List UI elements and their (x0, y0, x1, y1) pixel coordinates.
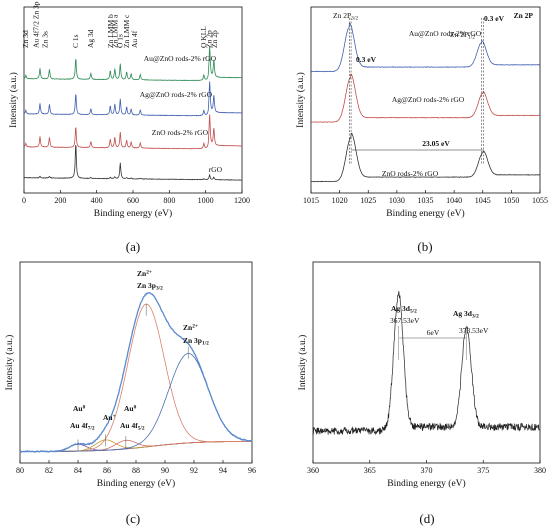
panel-a-peak-annotation: Au 4f (130, 30, 139, 48)
panel-c-x-tick-label: 88 (132, 466, 140, 475)
panel-a-x-tick-label: 1000 (198, 196, 214, 205)
panel-c-peak-label: Au 4f5/2 (120, 421, 145, 432)
panel-d-x-tick-label: 365 (364, 466, 376, 475)
panel-d-splitting-label: 6eV (427, 328, 440, 337)
panel-a-series-line (24, 144, 243, 181)
panel-c-peak-label: Zn 3p1/2 (183, 336, 209, 347)
panel-c-x-tick-label: 82 (45, 466, 53, 475)
panel-c-plot-frame (19, 261, 253, 464)
panel-a-y-axis-label: Intensity (a.u.) (8, 72, 19, 128)
panel-b-x-tick-label: 1045 (475, 196, 491, 205)
panel-c-peak-label: Au+ (103, 413, 116, 422)
panel-a-x-tick-label: 600 (127, 196, 139, 205)
panel-a-peak-annotation: Zn 2p (205, 30, 214, 48)
panel-c-x-axis-label: Binding energy (eV) (97, 478, 175, 489)
panel-b-series-label: Au@ZnO rods-2% rGO (409, 29, 482, 38)
panel-a-peak-annotation: O 1s (115, 34, 124, 48)
panel-b-series-label: ZnO rods-2% rGO (382, 169, 439, 178)
panel-d-x-tick-label: 360 (307, 466, 319, 475)
panel-c-peak-label: Zn2+ (137, 269, 152, 278)
panel-b-peak-label: Zn 2P1/2 (450, 30, 475, 41)
panel-a-x-tick-label: 200 (54, 196, 66, 205)
panel-c-peak-label: Zn2+ (183, 323, 198, 332)
panel-b-splitting-label: 23.05 eV (422, 139, 450, 148)
panel-d-x-tick-label: 370 (421, 466, 433, 475)
panel-b-x-tick-label: 1055 (532, 196, 548, 205)
panel-d: 360 365 370 375 380 Binding energy (eV) Intens… (297, 261, 546, 489)
panel-b-x-tick-label: 1030 (389, 196, 405, 205)
panel-a-peak-annotation: Au 4f7/2 Zn 3p (32, 1, 41, 48)
panel-b-x-tick-label: 1020 (332, 196, 348, 205)
panel-b-peak-label: Zn 2P3/2 (333, 11, 358, 22)
panel-d-peak-value: 373.53eV (459, 326, 489, 335)
panel-a-peak-annotation: Zn LMM c (122, 14, 131, 48)
panel-a-peak-annotation: C 1s (71, 34, 80, 48)
panel-d-peak-label: Ag 3d5/2 (391, 304, 417, 315)
panel-label-b: (b) (417, 239, 432, 254)
panel-b-shift-label: 0.3 eV (484, 14, 505, 23)
panel-c-x-tick-label: 80 (16, 466, 24, 475)
panel-a-peak-annotation: Zn LMM a (111, 14, 120, 48)
panel-a-series-line (23, 46, 243, 82)
panel-a-peak-annotation: O KLL (199, 26, 208, 48)
panel-a-x-tick-label: 1200 (234, 196, 250, 205)
panel-b-shift-label: 0.3 eV (356, 55, 377, 64)
panel-d-y-axis-label: Intensity (a.u.) (297, 335, 308, 391)
panel-d-x-axis-label: Binding energy (eV) (387, 478, 465, 489)
panel-d-peak-label: Ag 3d3/2 (453, 309, 479, 320)
panel-c-envelope (19, 291, 253, 454)
panel-a-series-label: ZnO rods-2% rGO (152, 128, 209, 137)
panel-b-title: Zn 2P (514, 11, 534, 20)
panel-c-x-tick-label: 90 (161, 466, 169, 475)
panel-a-peak-annotation: Zn 3d (21, 30, 30, 48)
panel-a-series-label: Au@ZnO rods-2% rGO (144, 54, 217, 63)
panel-a-series-line (23, 81, 243, 117)
panel-c-x-tick-label: 94 (219, 466, 227, 475)
panel-d-peak-value: 367.53eV (390, 316, 420, 325)
panel-label-a: (a) (126, 239, 140, 254)
panel-a-series-label: Ag@ZnO rods-2% rGO (140, 90, 213, 99)
panel-a-x-tick-label: 800 (163, 196, 175, 205)
panel-c-peak-label: Zn 3p3/2 (137, 281, 163, 292)
panel-c-x-tick-label: 96 (248, 466, 256, 475)
panel-a-peak-annotation: Zn 2p (210, 30, 219, 48)
panel-b-x-tick-label: 1025 (360, 196, 376, 205)
panel-c-y-axis-label: Intensity (a.u.) (4, 335, 15, 391)
panel-b-x-tick-label: 1040 (446, 196, 462, 205)
panel-a-x-axis-label: Binding energy (eV) (94, 208, 172, 219)
panel-b-x-tick-label: 1015 (303, 196, 319, 205)
panel-a-peak-annotation: Zn LMM b (106, 14, 115, 48)
panel-a-x-tick-label: 0 (22, 196, 26, 205)
panel-a-x-tick-label: 400 (91, 196, 103, 205)
panel-a-peak-annotation: Ag 3d (86, 29, 95, 48)
panel-c: 80 82 84 86 88 90 92 94 96 Binding energy (eV) Int… (4, 261, 256, 489)
panel-label-c: (c) (126, 511, 140, 526)
panel-c-peak-label: Au0 (124, 404, 137, 413)
panel-a-peak-annotation: Zn 3s (40, 31, 49, 48)
panel-d-x-tick-label: 380 (534, 466, 546, 475)
panel-c-x-tick-label: 86 (103, 466, 111, 475)
panel-c-peak-label: Au 4f7/2 (70, 421, 95, 432)
panel-b-x-axis-label: Binding energy (eV) (386, 208, 464, 219)
panel-d-spectrum (312, 291, 541, 435)
panel-b-x-tick-label: 1035 (418, 196, 434, 205)
panel-b: 1015 1020 1025 1030 1035 1040 1045 1050 1055 Bind… (295, 6, 548, 219)
panel-c-x-tick-label: 84 (74, 466, 82, 475)
panel-c-peak-label: Au0 (73, 404, 86, 413)
panel-b-x-tick-label: 1050 (503, 196, 519, 205)
panel-c-component (20, 353, 252, 452)
panel-a: 0 200 400 600 800 1000 1200 Binding energy (eV)… (8, 1, 250, 219)
panel-d-x-tick-label: 375 (477, 466, 489, 475)
panel-c-x-tick-label: 92 (190, 466, 198, 475)
panel-b-series-label: Ag@ZnO rods-2% rGO (392, 95, 465, 104)
panel-a-series-label: rGO (209, 165, 223, 174)
panel-b-series-line (311, 73, 541, 123)
panel-b-y-axis-label: Intensity (a.u.) (295, 72, 306, 128)
panel-a-series-line (23, 114, 243, 150)
panel-label-d: (d) (419, 511, 434, 526)
